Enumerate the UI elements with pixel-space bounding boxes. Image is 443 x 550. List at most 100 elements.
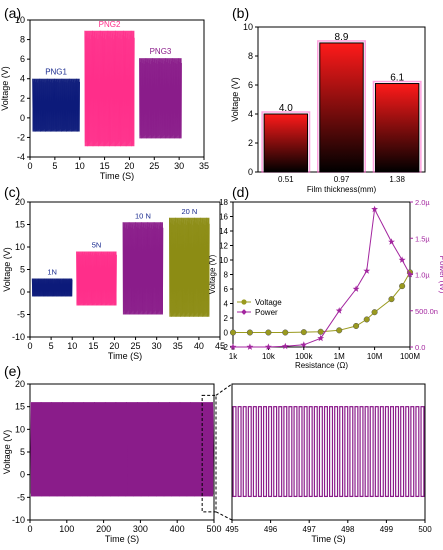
y-tick-label: 8: [20, 35, 25, 45]
y-tick-label: 6: [248, 80, 253, 90]
data-point-power: [335, 307, 343, 314]
panel-label-c: (c): [4, 184, 20, 200]
signal-pulse: [232, 406, 237, 498]
signal-pulse: [344, 406, 349, 498]
x-tick-label: 0.97: [334, 175, 350, 184]
data-point-power: [406, 270, 414, 278]
x-tick-label: 496: [264, 525, 278, 534]
x-tick-label: 15: [88, 341, 98, 351]
panel-label-b: (b): [232, 5, 249, 21]
signal-pulse: [308, 406, 313, 498]
signal-pulse: [257, 406, 262, 498]
y-right-tick-label: 500.0n: [415, 307, 438, 316]
data-point-voltage: [399, 283, 406, 290]
x-tick-label: 30: [152, 341, 162, 351]
panel-label-e: (e): [4, 363, 21, 379]
y-tick-label: 2: [248, 138, 253, 148]
signal-pulse: [354, 406, 359, 498]
block-label: 5N: [92, 241, 102, 250]
y-axis-title: Voltage (V): [208, 254, 217, 294]
x-tick-label: 25: [131, 341, 141, 351]
signal-pulse: [252, 406, 257, 498]
data-point-voltage: [300, 329, 307, 336]
plot-frame: [29, 19, 205, 158]
signal-trace: [30, 402, 214, 497]
signal-pulse: [318, 406, 323, 498]
data-point-power: [246, 343, 254, 350]
signal-pulse: [410, 406, 415, 498]
signal-pulse: [405, 406, 410, 498]
x-tick-label: 0: [27, 524, 32, 534]
x-tick-label: 10M: [367, 352, 383, 361]
y-tick-label: 10: [15, 424, 25, 434]
signal-pulse: [283, 406, 288, 498]
x-tick-label: 20: [124, 161, 134, 171]
x-tick-label: 1.38: [389, 175, 405, 184]
zoom-window: [201, 394, 217, 513]
x-tick-label: 500: [418, 525, 432, 534]
chart-panel-c: 1N 5N 10 N 20 N 0 5 10 15 20 25 30 35 40 45 -10 -5 0 5 10 1…: [2, 197, 225, 361]
signal-block-20n-signal: [169, 217, 210, 317]
x-tick-label: 1M: [334, 352, 345, 361]
x-axis-title: Time (S): [311, 534, 345, 544]
signal-pulse: [329, 406, 334, 498]
bar: [263, 113, 309, 173]
signal-block-5n-signal: [76, 251, 117, 306]
data-point-voltage: [371, 309, 378, 316]
block-label: 20 N: [181, 207, 197, 216]
y-tick-label: 8: [248, 51, 253, 61]
data-point-power: [388, 238, 395, 245]
y-tick-label: 0: [224, 329, 229, 338]
signal-pulse: [374, 406, 379, 498]
data-point-voltage: [336, 327, 343, 334]
signal-pulse: [298, 406, 303, 498]
y-tick-label: -2: [221, 343, 229, 352]
y-right-axis-title: Power (W): [438, 256, 443, 294]
signal-block-png3-signal: [139, 58, 182, 139]
data-point-power: [229, 343, 237, 350]
zoom-connector-top: [215, 383, 233, 396]
chart-panel-e: 0 100 200 300 400 500 -10 -5 0 5 10 15 20 Time (S) Vol…: [2, 379, 222, 544]
y-tick-label: 5: [20, 265, 25, 275]
signal-pulse: [334, 406, 339, 498]
y-tick-label: 6: [20, 54, 25, 64]
panel-label-d: (d): [232, 184, 249, 200]
x-tick-label: 45: [215, 341, 225, 351]
legend-marker: [241, 299, 247, 305]
signal-pulse: [339, 406, 344, 498]
y-tick-label: 0: [248, 167, 253, 177]
x-tick-label: 5: [49, 341, 54, 351]
y-tick-label: -10: [12, 515, 25, 525]
y-tick-label: 16: [219, 213, 228, 222]
data-point-voltage: [265, 329, 272, 336]
x-tick-label: 300: [133, 524, 148, 534]
signal-pulse: [415, 406, 420, 498]
y-tick-label: 10: [15, 242, 25, 252]
y-right-tick-label: 1.5µ: [415, 234, 430, 243]
x-tick-label: 100k: [295, 352, 313, 361]
x-tick-label: 497: [303, 525, 317, 534]
x-axis-title: Film thickness(mm): [307, 185, 377, 194]
panel-label-a: (a): [4, 5, 21, 21]
signal-pulse: [247, 406, 252, 498]
y-tick-label: 14: [219, 227, 228, 236]
y-axis-title: Voltage (V): [230, 77, 240, 122]
x-tick-label: 30: [174, 161, 184, 171]
signal-block-1n-signal: [31, 278, 73, 297]
data-point-voltage: [229, 329, 237, 336]
legend-label: Voltage: [255, 298, 282, 307]
x-tick-label: 35: [199, 161, 209, 171]
data-point-power: [281, 342, 289, 350]
y-tick-label: 2: [20, 93, 25, 103]
signal-pulse: [359, 406, 364, 498]
signal-block-10n-signal: [122, 222, 164, 315]
x-tick-label: 100: [59, 524, 74, 534]
x-tick-label: 498: [341, 525, 355, 534]
data-point-voltage: [388, 296, 395, 303]
y-tick-label: 6: [224, 285, 229, 294]
y-tick-label: 4: [20, 74, 25, 84]
signal-pulse: [288, 406, 293, 498]
y-tick-label: 2: [224, 314, 229, 323]
x-axis-title: Time (S): [100, 171, 134, 181]
signal-pulse: [273, 406, 278, 498]
